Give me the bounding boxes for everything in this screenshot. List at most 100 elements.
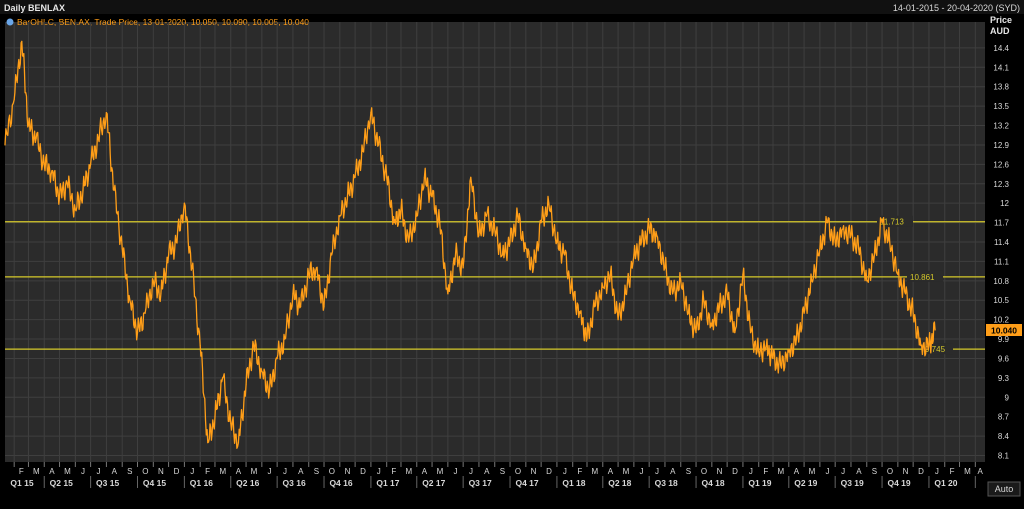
month-tick-label: D	[360, 467, 366, 476]
price-point	[594, 306, 596, 308]
month-tick-label: O	[887, 467, 893, 476]
price-point	[548, 202, 550, 204]
price-point	[749, 331, 752, 334]
month-tick-label: M	[220, 467, 227, 476]
month-tick-label: J	[749, 467, 753, 476]
quarter-label: Q2 18	[608, 478, 631, 488]
price-point	[695, 331, 697, 334]
y-tick-label: 13.5	[993, 102, 1009, 111]
price-point	[308, 273, 310, 275]
price-point	[758, 351, 760, 353]
price-point	[431, 196, 433, 198]
month-tick-label: A	[484, 467, 490, 476]
month-tick-label: O	[329, 467, 335, 476]
price-point	[393, 221, 395, 224]
price-point	[129, 299, 131, 301]
price-point	[13, 99, 15, 101]
month-tick-label: J	[190, 467, 194, 476]
title-bar	[0, 0, 1024, 14]
price-point	[501, 254, 503, 256]
month-tick-label: N	[158, 467, 164, 476]
month-tick-label: J	[935, 467, 939, 476]
y-tick-label: 8.7	[998, 413, 1010, 422]
price-point	[346, 196, 349, 198]
month-tick-label: D	[918, 467, 924, 476]
price-point	[447, 293, 449, 295]
month-tick-label: J	[283, 467, 287, 476]
quarter-label: Q3 17	[469, 478, 492, 488]
month-tick-label: N	[903, 467, 909, 476]
y-tick-label: 14.4	[993, 44, 1009, 53]
price-point	[726, 293, 728, 295]
price-point	[718, 306, 721, 308]
month-tick-label: F	[205, 467, 210, 476]
y-tick-label: 14.1	[993, 63, 1009, 72]
price-point	[703, 299, 705, 301]
y-tick-label: 10.5	[993, 296, 1009, 305]
price-point	[772, 357, 774, 360]
level-label: 10.861	[910, 273, 935, 282]
month-tick-label: S	[314, 467, 319, 476]
month-tick-label: J	[97, 467, 101, 476]
month-tick-label: F	[950, 467, 955, 476]
month-tick-label: O	[701, 467, 707, 476]
y-tick-label: 12.6	[993, 160, 1009, 169]
price-point	[485, 215, 488, 217]
price-point	[121, 247, 123, 250]
price-point	[214, 416, 216, 418]
y-tick-label: 8.1	[998, 452, 1010, 461]
price-point	[556, 241, 558, 243]
price-point	[4, 144, 6, 146]
price-point	[66, 183, 68, 185]
price-point	[617, 319, 619, 321]
price-point	[315, 267, 317, 269]
price-point	[423, 176, 426, 178]
month-tick-label: J	[563, 467, 567, 476]
price-point	[687, 312, 690, 314]
price-point	[734, 331, 736, 334]
price-point	[261, 370, 263, 373]
price-point	[517, 215, 519, 217]
level-label: 9.745	[925, 345, 946, 354]
month-tick-label: A	[794, 467, 800, 476]
price-point	[928, 344, 930, 347]
y-tick-label: 13.8	[993, 83, 1009, 92]
month-tick-label: S	[500, 467, 505, 476]
price-point	[586, 338, 588, 340]
price-point	[74, 209, 76, 211]
quarter-label: Q1 19	[748, 478, 771, 488]
month-tick-label: S	[872, 467, 877, 476]
price-point	[572, 293, 574, 295]
month-tick-label: F	[391, 467, 396, 476]
price-point	[43, 163, 45, 165]
price-point	[370, 111, 372, 114]
price-point	[478, 234, 480, 237]
y-tick-label: 11.1	[994, 257, 1010, 266]
month-tick-label: M	[778, 467, 785, 476]
quarter-label: Q3 18	[655, 478, 678, 488]
legend-icon[interactable]	[6, 18, 14, 26]
month-tick-label: F	[19, 467, 24, 476]
price-point	[58, 196, 61, 198]
price-point	[160, 293, 162, 295]
quarter-label: Q4 19	[887, 478, 910, 488]
month-tick-label: M	[33, 467, 40, 476]
price-point	[563, 254, 566, 256]
y-tick-label: 8.4	[998, 432, 1010, 441]
month-tick-label: M	[964, 467, 971, 476]
auto-scale-button[interactable]	[987, 481, 1021, 497]
price-point	[105, 111, 108, 114]
y-tick-label: 9	[1005, 393, 1010, 402]
price-point	[803, 312, 805, 314]
price-point	[858, 247, 860, 250]
price-point	[602, 286, 604, 288]
month-tick-label: F	[577, 467, 582, 476]
y-tick-label: 13.2	[993, 122, 1009, 131]
y-tick-label: 9.3	[998, 374, 1010, 383]
y-tick-label: 11.7	[994, 219, 1010, 228]
currency-label: AUD	[990, 26, 1010, 36]
date-range: 14-01-2015 - 20-04-2020 (SYD)	[893, 3, 1020, 13]
month-tick-label: M	[592, 467, 599, 476]
